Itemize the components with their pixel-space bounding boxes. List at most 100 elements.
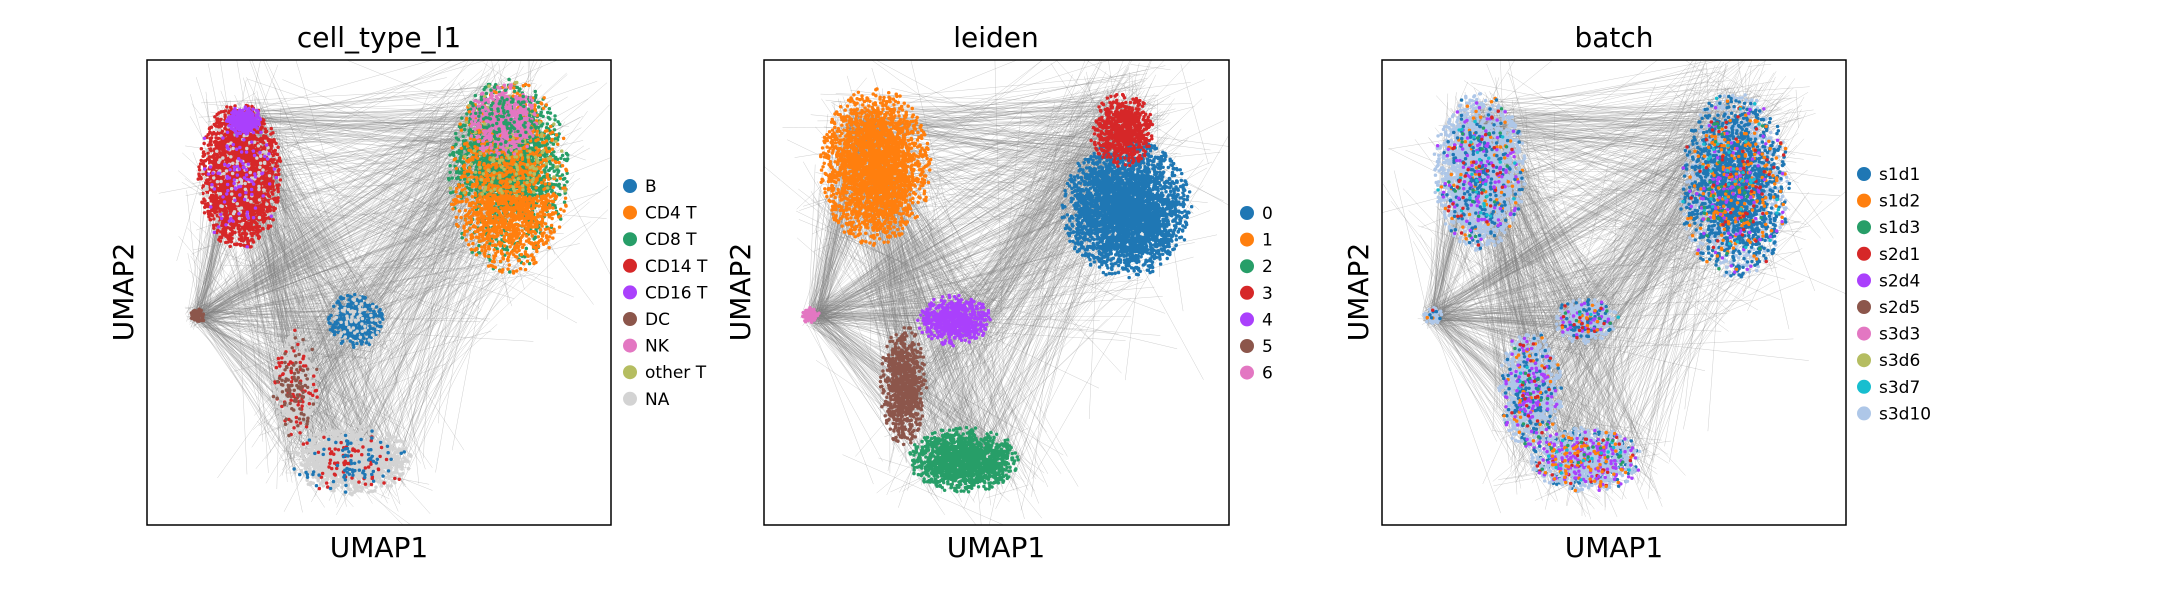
legend-marker — [1240, 232, 1254, 247]
cell-points — [1060, 138, 1194, 280]
legend-item: CD8 T — [623, 230, 697, 250]
legend-marker — [1240, 259, 1254, 274]
scatter-area — [158, 60, 611, 525]
cluster-5 — [878, 326, 929, 447]
legend-item: 1 — [1240, 231, 1273, 251]
legend-marker — [1240, 206, 1254, 220]
x-axis-label: UMAP1 — [330, 531, 429, 564]
cell-points — [801, 306, 821, 324]
legend-label: DC — [645, 310, 670, 330]
cell-points — [1559, 300, 1611, 337]
legend-label: CD16 T — [645, 283, 708, 303]
cell-points — [224, 105, 263, 136]
cell-points — [1702, 122, 1765, 271]
cell-points — [1440, 98, 1524, 250]
legend-label: s1d1 — [1879, 165, 1920, 185]
legend-marker — [1240, 312, 1254, 327]
cell-points — [1686, 99, 1788, 271]
legend-label: 3 — [1262, 284, 1273, 304]
legend-marker — [623, 258, 637, 273]
y-axis-label: UMAP2 — [724, 243, 757, 342]
legend-marker — [1240, 285, 1254, 300]
legend-item: s1d1 — [1857, 165, 1920, 185]
legend-item: 6 — [1240, 364, 1273, 384]
x-axis-label: UMAP1 — [947, 531, 1046, 564]
panel-leiden: leiden UMAP1 UMAP2 0 1 2 3 4 5 6 — [724, 21, 1273, 564]
legend-marker — [623, 205, 637, 220]
cluster-3 — [1089, 92, 1155, 168]
cluster-4 — [916, 293, 992, 348]
batch-mid — [1555, 298, 1620, 345]
panel-batch: batch UMAP1 UMAP2 s1d1 s1d2 s1d3 s2d1 s2d4 s2… — [1342, 21, 1931, 564]
cell-points — [878, 326, 929, 447]
batch-bottom — [1529, 425, 1642, 494]
legend-item: DC — [623, 310, 670, 330]
legend-label: 1 — [1262, 231, 1273, 251]
cell-points — [1540, 437, 1625, 471]
batch-top-right — [1679, 93, 1792, 279]
legend-label: s2d4 — [1879, 271, 1920, 291]
cell-points — [271, 336, 319, 438]
cluster-2 — [908, 425, 1020, 494]
legend-label: NK — [645, 337, 670, 357]
legend-marker — [1857, 326, 1871, 341]
knn-edges — [1382, 60, 1846, 520]
legend-item: 5 — [1240, 337, 1273, 357]
legend-item: other T — [623, 363, 707, 383]
legend-item: s1d3 — [1857, 218, 1920, 238]
batch-top-left — [1432, 92, 1527, 252]
cell-points — [1089, 92, 1155, 168]
legend-label: CD14 T — [645, 257, 708, 277]
cell-points — [1546, 438, 1631, 482]
cluster-1 — [819, 87, 933, 247]
legend-marker — [623, 391, 637, 406]
cluster-top-right-cap — [469, 83, 539, 159]
legend-item: 2 — [1240, 257, 1273, 277]
legend-label: 2 — [1262, 257, 1273, 277]
legend-marker — [1857, 273, 1871, 288]
legend-item: s1d2 — [1857, 192, 1920, 212]
cell-points — [819, 87, 933, 247]
y-axis-label: UMAP2 — [1342, 243, 1375, 342]
legend-marker — [623, 365, 637, 380]
legend-label: s3d10 — [1879, 404, 1931, 424]
cell-points — [908, 425, 1020, 494]
legend-marker — [1857, 353, 1871, 368]
legend-marker — [1240, 339, 1254, 353]
legend-item: CD16 T — [623, 283, 708, 303]
cell-points — [1446, 109, 1514, 247]
panel-title: cell_type_l1 — [297, 21, 461, 54]
legend-label: s2d1 — [1879, 245, 1920, 265]
legend-item: s3d6 — [1857, 351, 1920, 371]
cluster-small-left — [189, 307, 206, 323]
legend-label: s2d5 — [1879, 298, 1920, 318]
legend-marker — [1857, 246, 1871, 261]
cell-points — [916, 293, 992, 348]
cluster-0 — [1060, 138, 1194, 280]
cluster-mid — [326, 292, 385, 349]
cell-points — [470, 85, 536, 157]
legend-item: CD4 T — [623, 204, 697, 224]
legend: B CD4 T CD8 T CD14 T CD16 T DC NK other T NA — [623, 177, 708, 410]
legend-label: B — [645, 177, 657, 197]
axes-frame — [146, 59, 612, 526]
legend-label: s1d2 — [1879, 192, 1920, 212]
legend-label: s3d6 — [1879, 351, 1920, 371]
cell-points — [189, 307, 206, 323]
legend-marker — [1857, 167, 1871, 181]
legend-item: s2d4 — [1857, 271, 1920, 291]
legend-item: s3d3 — [1857, 325, 1920, 345]
cluster-top-left-cap — [224, 105, 263, 136]
panel-title: leiden — [953, 21, 1039, 54]
cluster-stream — [271, 328, 320, 440]
legend-marker — [623, 179, 637, 193]
legend-label: other T — [645, 363, 707, 383]
legend-marker — [1857, 193, 1871, 208]
edge-lines — [1382, 60, 1846, 520]
axes-frame — [1381, 59, 1847, 526]
legend-label: CD4 T — [645, 204, 697, 224]
legend-marker — [1857, 379, 1871, 394]
legend-label: 4 — [1262, 310, 1273, 330]
legend-marker — [623, 338, 637, 353]
panel-cell-type-l1: cell_type_l1 UMAP1 UMAP2 B CD4 T CD8 T CD14… — [107, 21, 708, 564]
